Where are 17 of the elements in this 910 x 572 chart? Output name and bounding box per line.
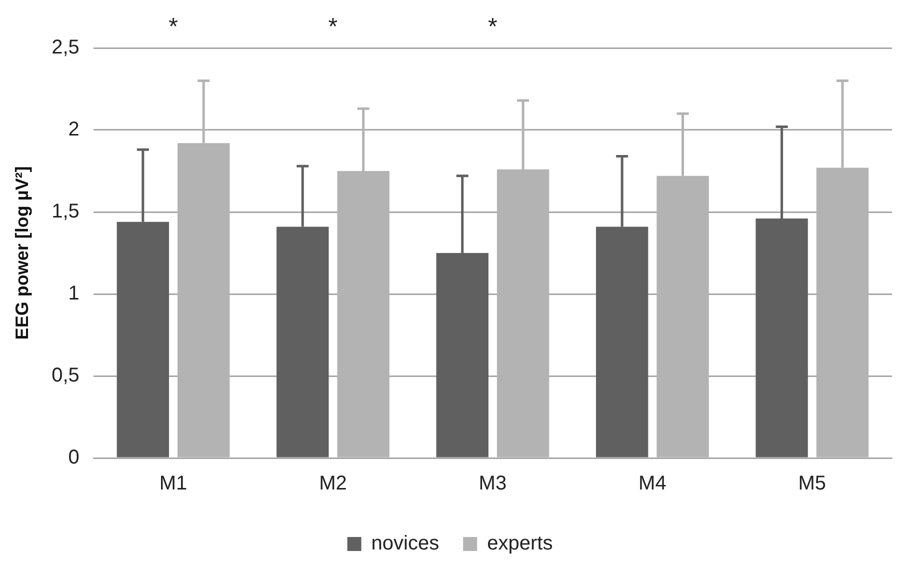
- x-tick-label: M3: [478, 472, 507, 495]
- legend-label: novices: [371, 532, 440, 555]
- text: *: [168, 14, 178, 41]
- y-tick-label: 1: [68, 282, 80, 305]
- x-tick-label: M1: [159, 472, 188, 495]
- text: *: [328, 14, 338, 41]
- x-tick-label: M4: [638, 472, 666, 495]
- y-tick-label: 0: [68, 446, 80, 469]
- y-tick-label: 1,5: [52, 200, 80, 223]
- text: *: [488, 14, 498, 41]
- legend-label: experts: [487, 532, 553, 555]
- x-tick-label: M2: [319, 472, 347, 495]
- y-tick-label: 0,5: [52, 364, 80, 387]
- y-tick-label: 2: [68, 118, 80, 141]
- x-tick-label: M5: [798, 472, 826, 495]
- y-tick-label: 2,5: [52, 36, 80, 59]
- y-axis-title: EEG power [log µV²]: [12, 166, 32, 340]
